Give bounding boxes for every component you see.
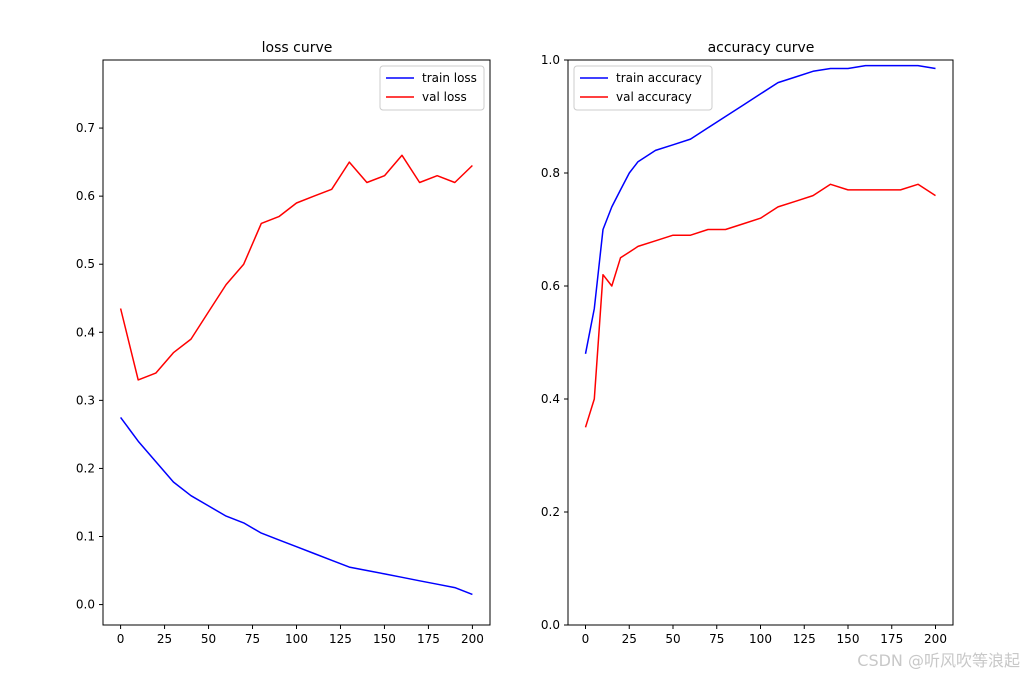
loss-legend-label: val loss [422, 90, 467, 104]
loss-x-tick-label: 100 [285, 632, 308, 646]
accuracy-x-tick-label: 175 [880, 632, 903, 646]
accuracy-legend-label: train accuracy [616, 71, 702, 85]
accuracy-x-tick-label: 50 [665, 632, 680, 646]
accuracy-legend-box [573, 65, 713, 111]
accuracy-x-tick-label: 100 [749, 632, 772, 646]
accuracy-series-line-val-accuracy [584, 183, 936, 428]
loss-chart-panel: loss curve 0 25 50 75 100 125 150 175 200 0.0 0.1 0… [76, 40, 491, 646]
loss-x-tick-label: 50 [201, 632, 216, 646]
loss-x-tick-label: 125 [329, 632, 352, 646]
loss-legend-box [379, 65, 485, 111]
accuracy-x-tick-label: 0 [582, 632, 590, 646]
accuracy-x-tick-label: 25 [622, 632, 637, 646]
accuracy-series-line-train-accuracy [584, 64, 936, 354]
loss-x-tick-label: 200 [461, 632, 484, 646]
accuracy-x-tick-label: 75 [709, 632, 724, 646]
loss-y-tick-label: 0.1 [76, 530, 95, 544]
loss-y-tick-label: 0.3 [76, 393, 95, 407]
accuracy-y-tick-label: 1.0 [541, 53, 560, 67]
accuracy-x-tick-label: 150 [837, 632, 860, 646]
accuracy-y-tick-label: 0.6 [541, 279, 560, 293]
accuracy-y-tick-label: 0.0 [541, 618, 560, 632]
loss-legend-label: train loss [422, 71, 477, 85]
accuracy-x-tick-label: 200 [924, 632, 947, 646]
loss-x-tick-label: 150 [373, 632, 396, 646]
accuracy-y-tick-label: 0.4 [541, 392, 560, 406]
loss-x-tick-label: 0 [117, 632, 125, 646]
accuracy-legend-label: val accuracy [616, 90, 692, 104]
loss-legend: train loss val loss [379, 65, 485, 111]
loss-chart-title: loss curve [262, 40, 333, 56]
loss-axes-frame [102, 59, 491, 626]
accuracy-x-tick-label: 125 [793, 632, 816, 646]
accuracy-chart-title: accuracy curve [708, 40, 815, 56]
accuracy-chart-panel: accuracy curve 0 25 50 75 100 125 150 175 200 0.0… [541, 40, 954, 646]
accuracy-legend: train accuracy val accuracy [573, 65, 713, 111]
loss-x-tick-label: 175 [417, 632, 440, 646]
accuracy-y-tick-label: 0.8 [541, 166, 560, 180]
loss-y-tick-label: 0.6 [76, 189, 95, 203]
loss-y-tick-label: 0.4 [76, 325, 95, 339]
loss-y-tick-label: 0.0 [76, 598, 95, 612]
loss-x-tick-label: 25 [157, 632, 172, 646]
loss-series-line-train-loss [119, 416, 473, 596]
loss-y-tick-label: 0.7 [76, 121, 95, 135]
accuracy-axes-frame [567, 59, 954, 626]
loss-y-tick-label: 0.2 [76, 461, 95, 475]
loss-x-tick-label: 75 [245, 632, 260, 646]
loss-series-line-val-loss [119, 154, 473, 381]
csdn-watermark: CSDN @听风吹等浪起 [857, 651, 1020, 670]
accuracy-y-tick-label: 0.2 [541, 505, 560, 519]
loss-y-tick-label: 0.5 [76, 257, 95, 271]
